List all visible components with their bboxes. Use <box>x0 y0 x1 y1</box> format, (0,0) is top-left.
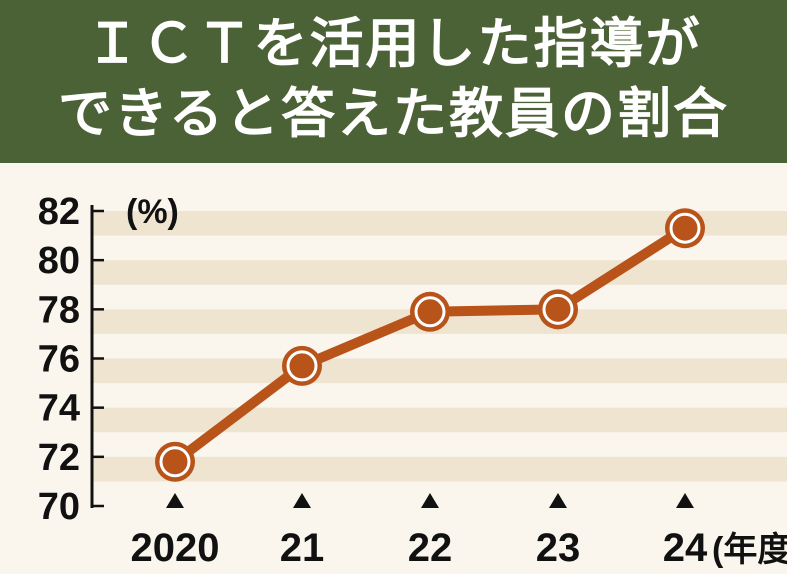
y-tick-label: 80 <box>38 240 80 282</box>
x-tick-marker <box>676 493 694 508</box>
y-tick-label: 76 <box>38 339 80 381</box>
line-chart: 70 72 74 76 78 80 82 (%) 2020 21 22 23 24(年度) <box>38 191 787 570</box>
data-point <box>291 354 313 377</box>
grid-band <box>92 358 787 384</box>
chart-title-line-2: できると答えた教員の割合 <box>58 82 729 145</box>
x-tick-marker <box>421 493 439 508</box>
data-point <box>547 298 569 321</box>
y-tick-label: 70 <box>38 486 80 528</box>
y-tick-label: 72 <box>38 437 80 479</box>
x-tick-marker <box>549 493 567 508</box>
data-point-ring <box>542 293 574 325</box>
grid-band <box>92 260 787 285</box>
x-tick-label: 2020 <box>131 526 220 570</box>
x-tick-marker <box>166 493 184 508</box>
data-point <box>419 300 441 323</box>
x-tick-marker <box>293 493 311 508</box>
x-tick-label: 21 <box>280 526 325 570</box>
chart-title-line-1: ＩＣＴを活用した指導が <box>85 12 702 75</box>
data-point-ring <box>414 296 446 328</box>
grid-band <box>92 407 787 433</box>
x-tick-label: 23 <box>536 526 581 570</box>
y-tick-label: 74 <box>38 388 80 430</box>
data-point <box>164 450 186 473</box>
x-tick-label: 22 <box>408 526 453 570</box>
y-tick-label: 78 <box>38 289 80 331</box>
data-point-ring <box>669 212 701 244</box>
data-point <box>674 217 696 240</box>
y-unit-label: (%) <box>126 193 179 231</box>
grid-band <box>92 456 787 482</box>
title-banner: ＩＣＴを活用した指導が できると答えた教員の割合 <box>0 0 787 163</box>
x-tick-label: 24 <box>663 526 708 570</box>
data-point-ring <box>286 350 318 382</box>
y-tick-label: 82 <box>38 191 80 233</box>
x-unit-label: (年度) <box>712 531 787 569</box>
data-point-ring <box>159 446 191 478</box>
